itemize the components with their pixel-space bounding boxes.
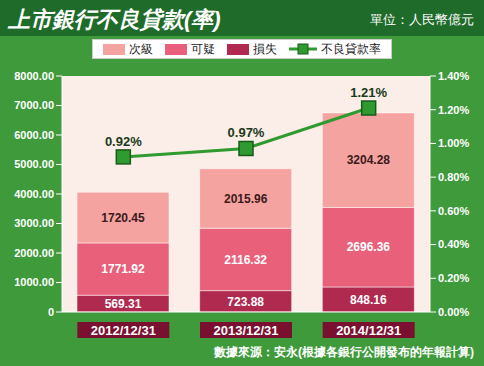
svg-text:2696.36: 2696.36 <box>347 240 391 254</box>
svg-text:1.00%: 1.00% <box>438 137 469 149</box>
svg-text:1000.00: 1000.00 <box>14 276 54 288</box>
html-text:可疑: 可疑 <box>191 41 215 56</box>
svg-text:7000.00: 7000.00 <box>14 99 54 111</box>
html-text:不良貸款率: 不良貸款率 <box>321 41 381 56</box>
html-text:次級: 次級 <box>129 41 153 56</box>
svg-text:2015.96: 2015.96 <box>224 192 268 206</box>
svg-text:2014/12/31: 2014/12/31 <box>336 323 401 338</box>
svg-text:2000.00: 2000.00 <box>14 247 54 259</box>
svg-text:1.20%: 1.20% <box>438 104 469 116</box>
svg-text:3000.00: 3000.00 <box>14 217 54 229</box>
html-text:損失: 損失 <box>253 41 277 56</box>
svg-text:0.20%: 0.20% <box>438 272 469 284</box>
html-text:單位：人民幣億元: 單位：人民幣億元 <box>370 12 474 27</box>
svg-text:848.16: 848.16 <box>350 293 387 307</box>
svg-text:1771.92: 1771.92 <box>101 262 145 276</box>
html-text:數據來源：安永(根據各銀行公開發布的年報計算): 數據來源：安永(根據各銀行公開發布的年報計算) <box>214 345 474 359</box>
svg-text:0.80%: 0.80% <box>438 171 469 183</box>
svg-text:3204.28: 3204.28 <box>347 153 391 167</box>
svg-text:6000.00: 6000.00 <box>14 129 54 141</box>
svg-text:4000.00: 4000.00 <box>14 188 54 200</box>
svg-text:2116.32: 2116.32 <box>224 253 267 267</box>
svg-text:0.60%: 0.60% <box>438 205 469 217</box>
svg-text:1.21%: 1.21% <box>350 85 387 100</box>
svg-text:1720.45: 1720.45 <box>101 211 145 225</box>
svg-text:0.40%: 0.40% <box>438 238 469 250</box>
svg-text:0.00%: 0.00% <box>438 306 469 318</box>
svg-text:5000.00: 5000.00 <box>14 158 54 170</box>
html-text:上市銀行不良貸款(率): 上市銀行不良貸款(率) <box>8 7 221 32</box>
svg-text:1.40%: 1.40% <box>438 70 469 82</box>
svg-text:2013/12/31: 2013/12/31 <box>213 323 278 338</box>
svg-text:0.97%: 0.97% <box>228 125 265 140</box>
svg-text:569.31: 569.31 <box>105 297 142 311</box>
svg-text:0.92%: 0.92% <box>105 134 142 149</box>
svg-text:723.88: 723.88 <box>227 295 264 309</box>
svg-text:8000.00: 8000.00 <box>14 70 54 82</box>
svg-text:0: 0 <box>48 306 54 318</box>
svg-text:2012/12/31: 2012/12/31 <box>91 323 156 338</box>
